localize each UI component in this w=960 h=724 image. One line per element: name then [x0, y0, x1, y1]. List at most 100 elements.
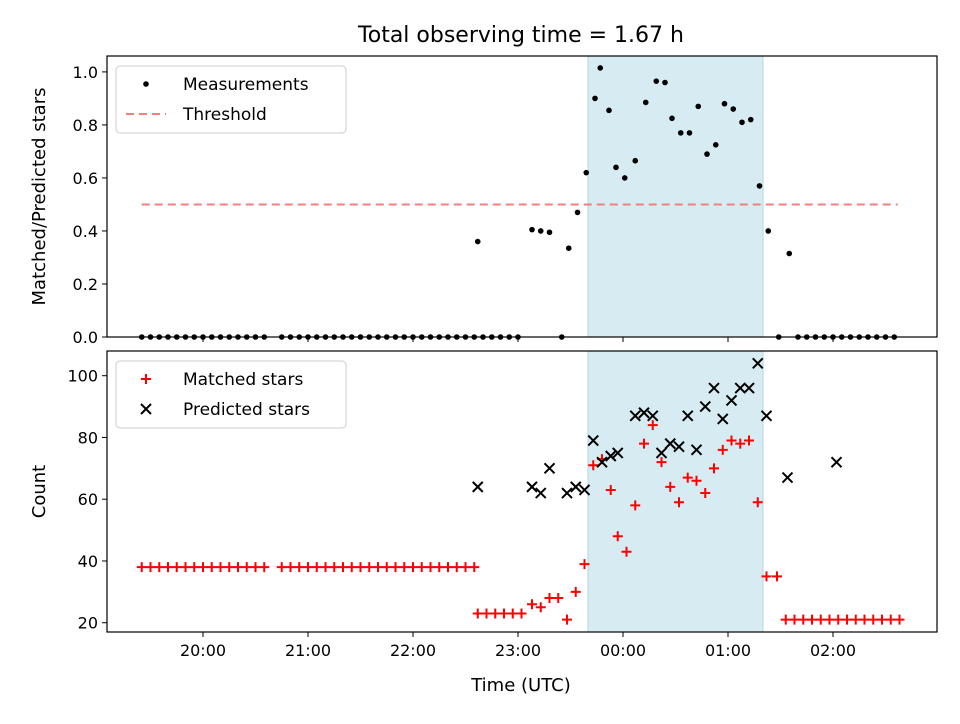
measurement-point	[653, 78, 660, 84]
measurement-point	[546, 229, 553, 236]
matched-star-point	[373, 562, 383, 573]
matched-star-point	[136, 562, 147, 573]
predicted-star-point	[578, 484, 591, 496]
matched-star-point	[665, 481, 676, 492]
measurement-point	[583, 169, 590, 176]
matched-star-point	[145, 562, 156, 573]
matched-star-point	[329, 562, 340, 573]
matched-star-point	[761, 571, 772, 582]
matched-star-point	[682, 472, 693, 483]
predicted-star-point	[570, 481, 582, 493]
matched-star-point	[507, 608, 518, 619]
matched-star-point	[303, 562, 313, 573]
predicted-star-point	[717, 413, 729, 425]
matched-star-point	[224, 562, 235, 573]
legend-box	[115, 65, 347, 134]
predicted-star-point	[543, 462, 556, 475]
predicted-star-point	[781, 471, 794, 484]
matched-star-point	[752, 497, 763, 508]
x-tick-label: 00:00	[600, 641, 646, 660]
matched-star-point	[579, 559, 590, 570]
matched-star-point	[206, 562, 217, 573]
axes-frame	[106, 350, 938, 633]
matched-star-point	[294, 562, 305, 573]
matched-star-point	[233, 562, 243, 573]
matched-star-point	[877, 614, 887, 625]
matched-star-point	[780, 614, 791, 625]
matched-star-point	[527, 599, 537, 610]
predicted-star-point	[725, 394, 738, 407]
predicted-star-point	[472, 481, 484, 493]
x-tick-label: 02:00	[810, 641, 856, 660]
matched-star-point	[570, 586, 581, 597]
measurement-point	[677, 130, 684, 136]
observing-window-highlight	[587, 350, 764, 633]
y-tick-label: 100	[67, 367, 98, 386]
matched-star-point	[320, 562, 331, 573]
matched-star-point	[656, 457, 667, 468]
y-tick-label: 0.2	[73, 275, 98, 294]
matched-star-point	[842, 614, 852, 625]
matched-star-point	[605, 484, 616, 495]
matched-star-point	[535, 602, 546, 613]
measurement-point	[669, 115, 675, 122]
legend: Matched stars Predicted stars	[115, 360, 347, 429]
measurement-point	[621, 175, 628, 181]
matched-star-point	[588, 460, 599, 471]
matched-star-point	[163, 562, 173, 573]
matched-star-point	[451, 562, 462, 573]
matched-star-point	[885, 614, 896, 625]
predicted-star-point	[596, 456, 608, 468]
matched-star-point	[355, 562, 366, 573]
matched-star-point	[460, 562, 471, 573]
matched-star-point	[717, 444, 728, 455]
legend: Measurements Threshold	[115, 65, 347, 134]
measurement-point	[662, 79, 668, 86]
matched-star-point	[700, 488, 711, 499]
y-tick-label: 0.8	[73, 116, 98, 135]
measurement-point	[606, 107, 612, 114]
matched-star-point	[674, 497, 684, 508]
matched-star-point	[516, 608, 527, 619]
x-tick-label: 23:00	[495, 641, 541, 660]
matched-star-point	[434, 562, 445, 573]
legend-label: Matched stars	[183, 370, 303, 390]
predicted-star-point	[708, 382, 720, 394]
x-tick-label: 01:00	[705, 641, 751, 660]
predicted-star-point	[690, 444, 703, 456]
matched-star-point	[416, 562, 427, 573]
bottom-panel: 20 40 60 80 100 20:00 21:00 22:00 23:00 00:00 01:0…	[29, 350, 938, 660]
y-tick-label: 0.0	[73, 328, 98, 347]
matched-star-point	[381, 562, 392, 573]
measurement-point	[565, 245, 572, 251]
legend-predicted-swatch	[140, 403, 152, 415]
x-tick-label: 22:00	[390, 641, 436, 660]
matched-star-point	[868, 614, 879, 625]
measurement-point	[632, 157, 639, 164]
measurement-point	[474, 238, 481, 245]
observing-window-highlight	[587, 55, 764, 338]
legend-label: Measurements	[183, 75, 309, 95]
measurement-point	[529, 226, 535, 233]
measurement-point	[739, 119, 745, 126]
predicted-star-point	[587, 434, 599, 447]
y-axis-label: Count	[29, 465, 50, 518]
chart-title: Total observing time = 1.67 h	[357, 23, 684, 48]
matched-star-point	[859, 614, 870, 625]
legend-box	[115, 360, 347, 429]
series-matched-stars	[136, 420, 905, 625]
matched-star-point	[744, 435, 754, 446]
y-tick-label: 60	[78, 490, 98, 509]
legend-label: Predicted stars	[183, 400, 310, 420]
matched-star-point	[346, 562, 357, 573]
measurement-point	[642, 99, 649, 106]
predicted-star-point	[638, 407, 650, 419]
matched-star-point	[250, 562, 261, 573]
top-panel: 0.0 0.2 0.4 0.6 0.8 1.0 Matched/Predicted star…	[29, 55, 938, 347]
matched-star-point	[833, 614, 844, 625]
x-axis-label: Time (UTC)	[470, 675, 571, 696]
matched-star-point	[469, 562, 480, 573]
measurement-point	[747, 116, 754, 123]
y-axis-label: Matched/Predicted stars	[29, 88, 50, 306]
